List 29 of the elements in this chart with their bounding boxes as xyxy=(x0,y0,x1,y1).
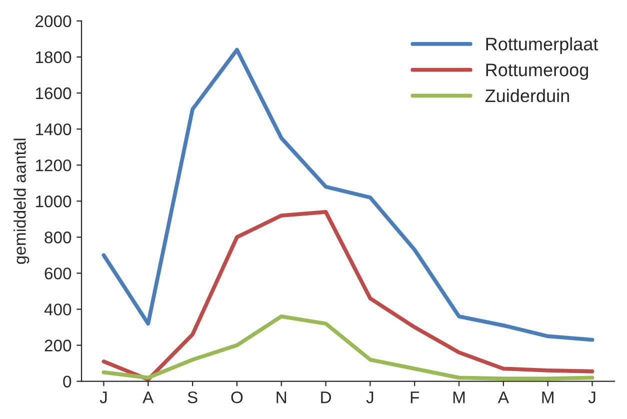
x-tick-label: A xyxy=(498,392,509,404)
x-tick-label: S xyxy=(188,391,198,404)
x-tick-label: N xyxy=(276,392,286,404)
x-tick-label: D xyxy=(321,392,331,404)
x-tick-label: J xyxy=(100,392,107,404)
x-tick-label: O xyxy=(231,391,243,404)
y-tick-label: 600 xyxy=(44,268,72,280)
line-series xyxy=(102,210,594,382)
y-axis-title: gemiddeld aantal xyxy=(14,138,30,264)
legend-label: Zuiderduin xyxy=(485,88,569,102)
x-tick-label: J xyxy=(366,392,374,404)
y-tick-label: 800 xyxy=(44,232,72,244)
y-tick-label: 1800 xyxy=(36,51,72,64)
legend-label: Rottumerplaat xyxy=(486,37,598,54)
y-tick-label: 1600 xyxy=(36,87,72,100)
x-tick-label: F xyxy=(410,392,420,404)
x-tick-label: J xyxy=(588,392,596,404)
y-tick-label: 0 xyxy=(63,376,72,388)
y-tick-label: 2000 xyxy=(36,15,72,28)
legend-label: Rottumeroog xyxy=(486,64,588,80)
x-tick-label: A xyxy=(142,392,154,404)
line-series xyxy=(102,314,594,381)
x-tick-label: M xyxy=(453,392,465,404)
y-tick-label: 1400 xyxy=(36,123,72,136)
y-tick-label: 1200 xyxy=(36,159,72,172)
x-tick-label: M xyxy=(542,392,554,404)
y-tick-label: 1000 xyxy=(36,196,72,208)
y-tick-label: 400 xyxy=(44,304,72,316)
y-tick-label: 200 xyxy=(44,340,72,352)
